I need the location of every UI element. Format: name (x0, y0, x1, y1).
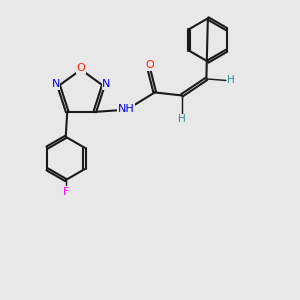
Text: F: F (63, 187, 69, 197)
Text: H: H (178, 114, 186, 124)
Text: O: O (145, 60, 154, 70)
Text: NH: NH (118, 104, 135, 114)
Text: O: O (76, 63, 85, 73)
Text: H: H (227, 75, 235, 85)
Text: N: N (102, 79, 110, 89)
Text: N: N (52, 79, 60, 89)
